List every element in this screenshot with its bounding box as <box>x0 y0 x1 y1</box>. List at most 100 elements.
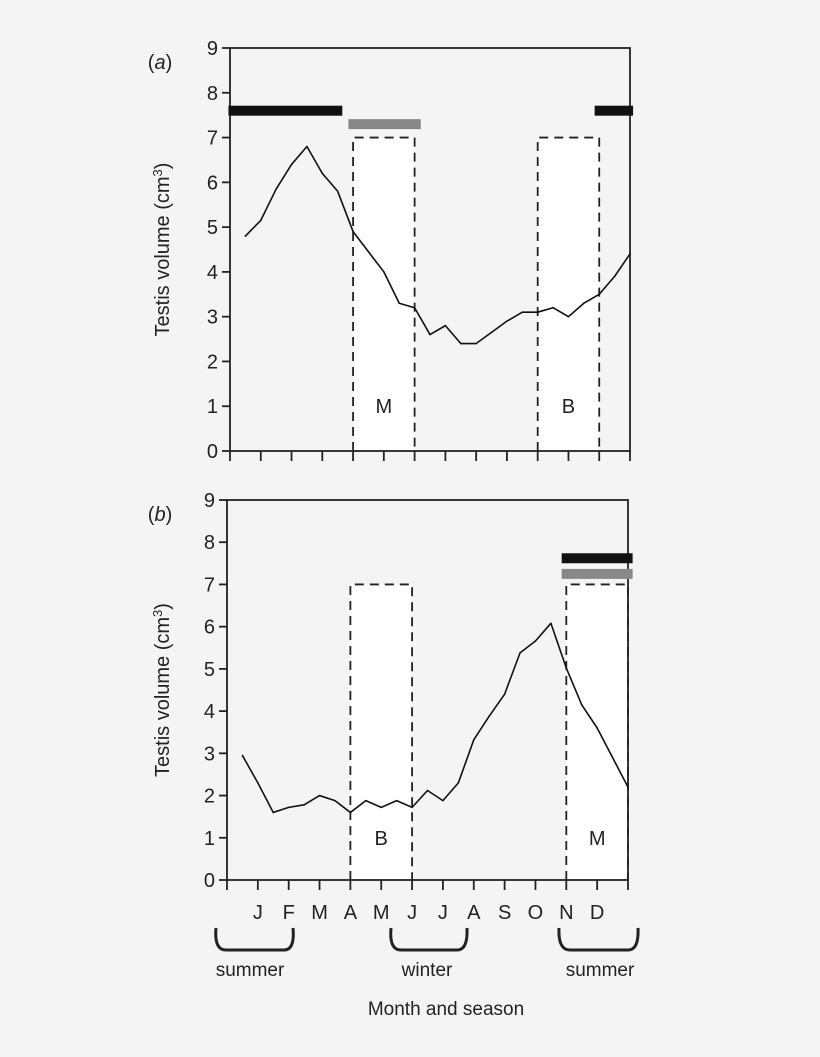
season-bar <box>594 105 634 116</box>
plot-frame <box>226 499 629 881</box>
data-point <box>488 715 490 717</box>
panel-label: (b) <box>148 504 172 526</box>
data-point <box>334 799 336 802</box>
y-axis-title-close: ) <box>152 603 174 610</box>
data-point <box>383 271 385 273</box>
season-bar <box>561 568 633 579</box>
data-point <box>352 230 354 233</box>
data-point <box>275 188 277 190</box>
testis-volume-line <box>241 622 629 814</box>
data-point <box>303 804 305 806</box>
data-point <box>336 190 339 193</box>
season-label-summer-1: summer <box>216 960 285 981</box>
x-axis-title: Month and season <box>368 999 524 1020</box>
panel-letter: a <box>154 52 165 74</box>
data-point <box>503 693 506 696</box>
period-box-label: M <box>376 396 393 418</box>
data-point <box>395 799 398 802</box>
data-point <box>536 311 539 313</box>
y-tick-label: 8 <box>207 83 218 105</box>
plot-frame <box>229 47 631 452</box>
y-tick-label: 4 <box>207 262 218 284</box>
period-box-fill <box>566 584 628 880</box>
y-tick-label: 7 <box>207 128 218 150</box>
data-point <box>272 811 275 814</box>
data-point <box>444 324 447 327</box>
data-point <box>241 754 244 757</box>
data-point <box>583 302 585 305</box>
data-point <box>244 235 247 237</box>
data-point <box>411 806 413 809</box>
x-tick-label-month: A <box>344 902 358 924</box>
data-point <box>490 331 493 334</box>
data-point <box>290 163 293 166</box>
data-point <box>519 652 521 654</box>
season-label-summer-2: summer <box>566 960 635 981</box>
data-point <box>567 315 570 318</box>
data-point <box>506 320 508 322</box>
data-point <box>627 786 629 788</box>
season-bar <box>228 105 343 116</box>
data-point <box>413 306 416 309</box>
data-point <box>596 727 598 729</box>
x-tick-label-month: M <box>373 902 390 924</box>
period-box-fill <box>353 137 415 452</box>
period-box-fill <box>537 137 600 452</box>
season-label-winter: winter <box>401 960 453 981</box>
y-axis-title: Testis volume (cm3) <box>150 603 174 777</box>
data-point <box>365 799 367 802</box>
data-point <box>349 811 352 814</box>
y-tick-label: 5 <box>204 659 215 681</box>
y-tick-label: 5 <box>207 217 218 239</box>
y-axis-title-close: ) <box>152 163 174 170</box>
data-point <box>306 145 308 148</box>
data-point <box>552 306 554 309</box>
x-tick-label-month: J <box>407 902 417 924</box>
y-tick-label: 2 <box>207 351 218 373</box>
y-tick-label: 4 <box>204 701 215 723</box>
period-box-label: B <box>375 828 388 850</box>
data-point <box>598 293 601 296</box>
period-box-dashed-outline <box>352 136 416 451</box>
x-tick-label-month: D <box>590 902 604 924</box>
data-point <box>565 667 568 669</box>
season-braces <box>214 927 640 952</box>
y-tick-label: 9 <box>204 490 215 512</box>
y-tick-label: 8 <box>204 532 215 554</box>
y-axis-title-superscript: 3 <box>150 169 165 176</box>
x-tick-label-month: J <box>438 902 448 924</box>
x-tick-label-month: A <box>467 902 481 924</box>
data-point <box>629 253 631 255</box>
y-tick-label: 1 <box>204 828 215 850</box>
y-tick-label: 6 <box>207 172 218 194</box>
period-box-fill <box>350 584 413 880</box>
data-point <box>550 622 552 625</box>
data-point <box>580 703 583 706</box>
x-tick-label-month: J <box>253 902 263 924</box>
data-point <box>367 250 370 253</box>
data-point <box>534 640 537 642</box>
data-point <box>459 342 462 345</box>
data-point <box>380 806 383 809</box>
brace-summer-2 <box>557 927 640 952</box>
y-tick-label: 1 <box>207 396 218 418</box>
brace-summer-1 <box>214 927 295 952</box>
panel-letter: b <box>154 504 165 526</box>
brace-winter <box>389 927 469 952</box>
data-point <box>287 806 290 809</box>
y-tick-label: 3 <box>207 307 218 329</box>
data-point <box>611 756 614 759</box>
y-tick-label: 0 <box>204 870 215 892</box>
data-point <box>457 782 460 784</box>
data-point <box>257 782 259 784</box>
data-point <box>475 342 477 345</box>
y-tick-label: 7 <box>204 574 215 596</box>
season-bar <box>561 553 633 564</box>
y-tick-label: 6 <box>204 617 215 639</box>
testis-volume-line <box>244 145 631 345</box>
x-tick-label-month: O <box>528 902 544 924</box>
y-axis-title: Testis volume (cm3) <box>150 163 174 337</box>
data-point <box>613 275 616 278</box>
x-tick-label-month: F <box>283 902 295 924</box>
y-tick-label: 0 <box>207 441 218 463</box>
